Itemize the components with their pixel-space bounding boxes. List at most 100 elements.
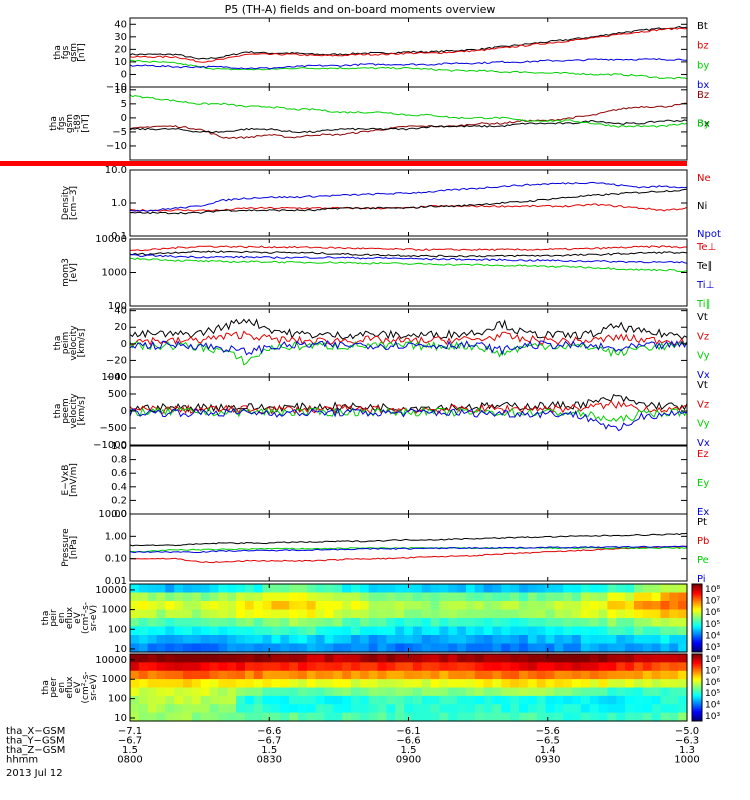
heatmap-cell bbox=[439, 584, 449, 594]
heatmap-cell bbox=[351, 584, 361, 594]
heatmap-cell bbox=[289, 618, 299, 628]
heatmap-cell bbox=[359, 592, 370, 602]
heatmap-cell bbox=[386, 662, 396, 672]
heatmap-cell bbox=[474, 654, 485, 663]
heatmap-cell bbox=[253, 687, 264, 697]
heatmap-cell bbox=[536, 704, 547, 714]
y-axis-label-line: tha bbox=[49, 116, 59, 131]
heatmap-cell bbox=[218, 609, 228, 619]
heatmap-cell bbox=[404, 654, 414, 663]
heatmap-cell bbox=[572, 635, 582, 645]
y-axis-label-line: [nT] bbox=[77, 43, 87, 61]
heatmap-cell bbox=[501, 704, 511, 714]
heatmap-cell bbox=[165, 654, 175, 663]
heatmap-cell bbox=[183, 679, 193, 689]
heatmap-cell bbox=[404, 687, 414, 697]
heatmap-cell bbox=[253, 670, 264, 680]
heatmap-cell bbox=[607, 670, 617, 680]
heatmap-cell bbox=[191, 635, 202, 645]
heatmap-cell bbox=[236, 679, 246, 689]
heatmap-cell bbox=[404, 618, 414, 628]
heatmap-cell bbox=[660, 679, 670, 689]
heatmap-cell bbox=[625, 618, 635, 628]
heatmap-cell bbox=[633, 635, 644, 645]
heatmap-cell bbox=[465, 704, 476, 714]
heatmap-cell bbox=[262, 695, 273, 705]
heatmap-cell bbox=[359, 687, 370, 697]
y-tick-label: 0 bbox=[121, 339, 127, 350]
heatmap-cell bbox=[306, 626, 317, 636]
heatmap-cell bbox=[483, 618, 494, 628]
heatmap-cell bbox=[183, 635, 193, 645]
heatmap-cell bbox=[669, 592, 679, 602]
heatmap-cell bbox=[200, 679, 211, 689]
heatmap-cell bbox=[519, 643, 529, 653]
colorbar-label: 10⁴ bbox=[705, 631, 720, 641]
heatmap-cell bbox=[368, 687, 379, 697]
heatmap-cell bbox=[280, 695, 290, 705]
heatmap-cell bbox=[359, 618, 370, 628]
heatmap-cell bbox=[669, 687, 679, 697]
heatmap-cell bbox=[156, 654, 166, 663]
heatmap-cell bbox=[191, 687, 202, 697]
colorbar-step bbox=[692, 636, 702, 639]
y-tick-label: 10.0 bbox=[105, 165, 127, 176]
heatmap-cell bbox=[218, 601, 228, 611]
series-line bbox=[129, 245, 688, 252]
heatmap-cell bbox=[430, 643, 441, 653]
heatmap-cell bbox=[297, 626, 308, 636]
colorbar-step bbox=[692, 643, 702, 646]
heatmap-cell bbox=[315, 662, 326, 672]
colorbar-frame bbox=[691, 583, 703, 653]
heatmap-cell bbox=[430, 635, 441, 645]
heatmap-cell bbox=[271, 635, 281, 645]
heatmap-cell bbox=[368, 654, 379, 663]
heatmap-cell bbox=[412, 584, 423, 594]
heatmap-cell bbox=[633, 687, 644, 697]
heatmap-cell bbox=[280, 712, 290, 722]
heatmap-cell bbox=[439, 687, 449, 697]
heatmap-cell bbox=[200, 695, 211, 705]
heatmap-cell bbox=[377, 601, 387, 611]
heatmap-cell bbox=[616, 687, 626, 697]
heatmap-cell bbox=[297, 609, 308, 619]
colorbar-step bbox=[692, 715, 702, 719]
heatmap-cell bbox=[510, 662, 520, 672]
colorbar-step bbox=[692, 599, 702, 602]
heatmap-cell bbox=[545, 601, 555, 611]
heatmap-cell bbox=[289, 712, 299, 722]
heatmap-cell bbox=[253, 626, 264, 636]
heatmap-cell bbox=[510, 687, 520, 697]
heatmap-cell bbox=[616, 618, 626, 628]
heatmap-cell bbox=[342, 712, 352, 722]
heatmap-cell bbox=[457, 704, 467, 714]
heatmap-cell bbox=[253, 618, 264, 628]
colorbar-step bbox=[692, 682, 702, 685]
heatmap-cell bbox=[527, 635, 538, 645]
heatmap-cell bbox=[536, 712, 547, 722]
heatmap-cell bbox=[147, 592, 158, 602]
heatmap-cell bbox=[315, 704, 326, 714]
heatmap-cell bbox=[545, 584, 555, 594]
y-tick-label: 10.00 bbox=[98, 509, 127, 520]
heatmap-cell bbox=[183, 618, 193, 628]
colorbar-step bbox=[692, 655, 702, 658]
heatmap-cell bbox=[130, 670, 140, 680]
heatmap-cell bbox=[589, 662, 600, 672]
heatmap-cell bbox=[492, 695, 502, 705]
heatmap-cell bbox=[236, 662, 246, 672]
heatmap-cell bbox=[236, 643, 246, 653]
heatmap-cell bbox=[465, 635, 476, 645]
heatmap-cell bbox=[448, 601, 458, 611]
heatmap-cell bbox=[165, 687, 175, 697]
heatmap-cell bbox=[527, 601, 538, 611]
heatmap-cell bbox=[483, 695, 494, 705]
y-tick-label: −10 bbox=[106, 141, 127, 152]
heatmap-cell bbox=[412, 704, 423, 714]
heatmap-cell bbox=[297, 654, 308, 663]
heatmap-cell bbox=[368, 601, 379, 611]
heatmap-cell bbox=[536, 584, 547, 594]
heatmap-cell bbox=[421, 704, 432, 714]
heatmap-cell bbox=[218, 712, 228, 722]
heatmap-cell bbox=[156, 670, 166, 680]
